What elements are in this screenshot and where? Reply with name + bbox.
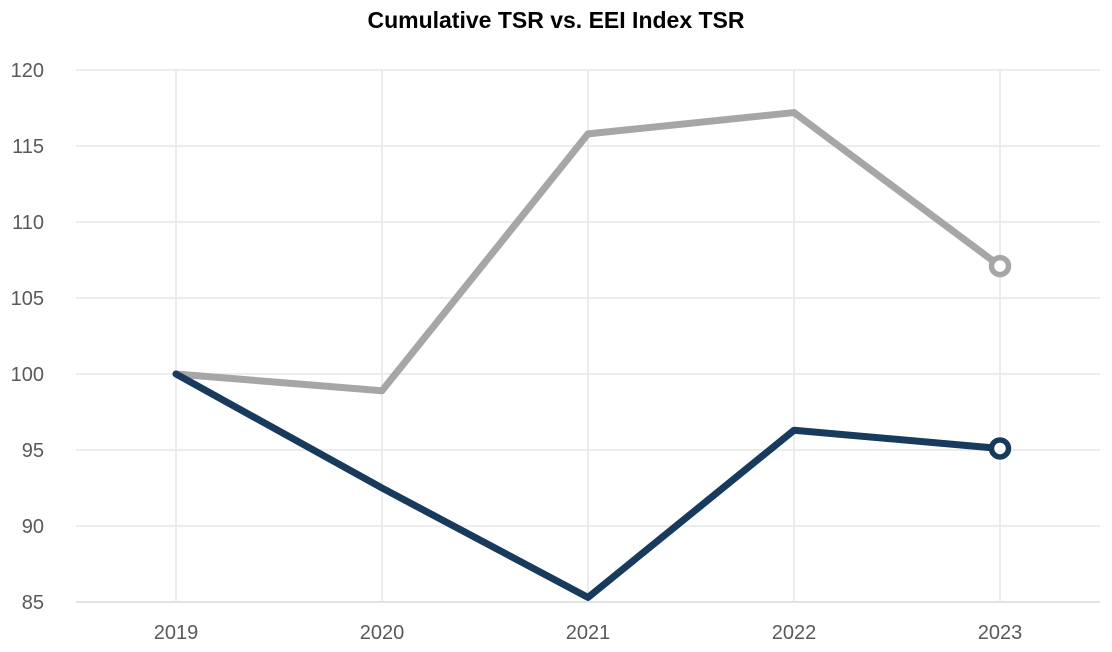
y-axis-tick-label: 120: [11, 60, 44, 82]
end-markers: [988, 254, 1012, 460]
y-axis-tick-label: 110: [12, 212, 44, 234]
x-axis-tick-label: 2022: [772, 622, 817, 644]
y-axis-tick-label: 105: [11, 288, 44, 310]
x-axis-tick-label: 2021: [566, 622, 611, 644]
gridlines: [76, 69, 1100, 603]
y-axis-tick-label: 100: [11, 364, 44, 386]
end-marker-eei-index-tsr: [988, 254, 1012, 278]
end-marker-cumulative-tsr: [988, 437, 1012, 460]
y-axis-tick-label: 95: [22, 440, 44, 462]
chart-title: Cumulative TSR vs. EEI Index TSR: [367, 7, 744, 33]
x-axis-tick-label: 2020: [360, 622, 405, 644]
y-axis-tick-label: 115: [12, 136, 44, 158]
axis-labels: 85 90 95 100 105 110 115 120 2019 2020 2021 2022 202…: [11, 60, 1023, 644]
y-axis-tick-label: 90: [22, 516, 44, 538]
series-line-cumulative-tsr: [172, 370, 1004, 601]
series-lines: [172, 109, 1004, 601]
y-axis-tick-label: 85: [22, 592, 44, 614]
x-axis-tick-label: 2023: [978, 622, 1023, 644]
x-axis-tick-label: 2019: [154, 622, 199, 644]
series-line-eei-index-tsr: [172, 109, 1004, 395]
